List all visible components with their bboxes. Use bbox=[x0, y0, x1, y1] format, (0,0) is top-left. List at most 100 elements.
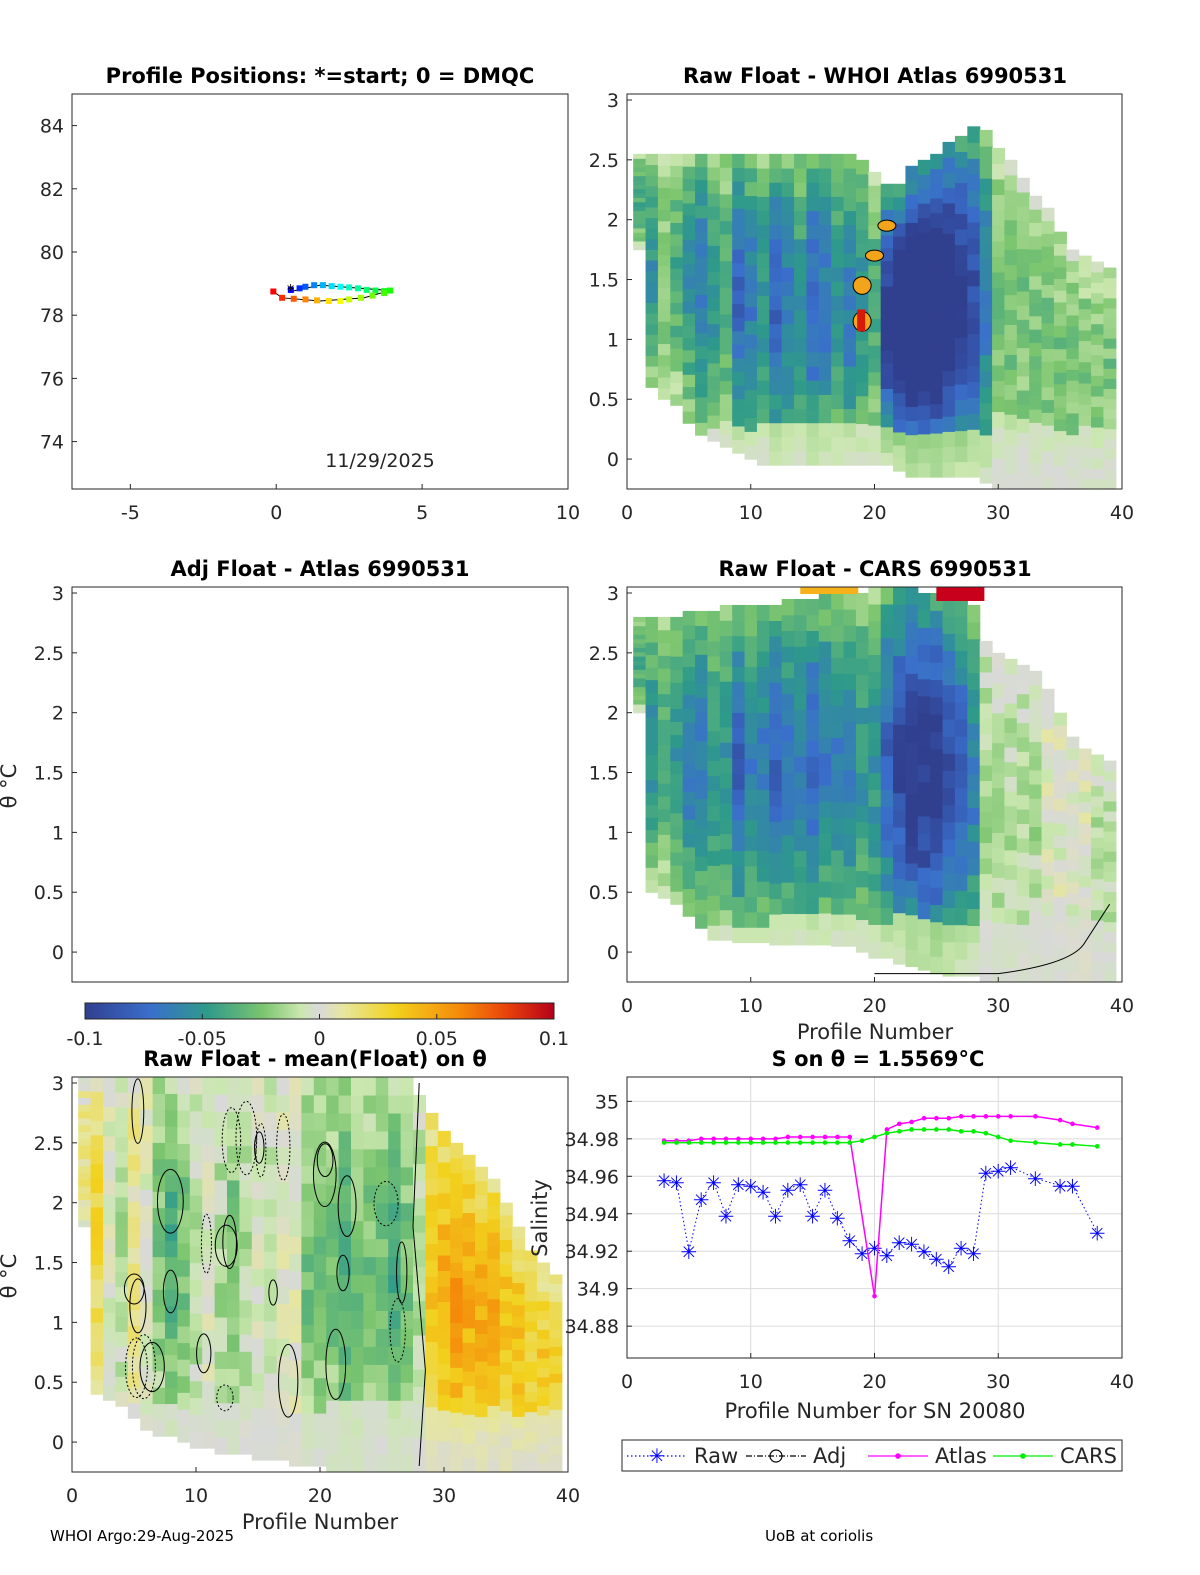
heatmap-cell bbox=[524, 1451, 538, 1463]
heatmap-cell bbox=[954, 838, 968, 857]
heatmap-cell bbox=[657, 668, 671, 682]
heatmap-cell bbox=[165, 1207, 178, 1225]
heatmap-cell bbox=[90, 1264, 104, 1280]
heatmap-cell bbox=[930, 315, 944, 331]
heatmap-cell bbox=[979, 671, 993, 688]
heatmap-cell bbox=[942, 753, 956, 771]
heatmap-cell bbox=[794, 351, 808, 367]
heatmap-cell bbox=[1029, 840, 1043, 856]
y-tick-label: 1 bbox=[52, 822, 64, 844]
heatmap-cell bbox=[818, 167, 832, 183]
heatmap-cell bbox=[979, 702, 993, 719]
heatmap-cell bbox=[103, 1312, 116, 1328]
heatmap-cell bbox=[954, 684, 968, 703]
heatmap-cell bbox=[670, 616, 684, 631]
heatmap-cell bbox=[992, 847, 1006, 863]
heatmap-cell bbox=[930, 921, 944, 940]
heatmap-cell bbox=[450, 1262, 464, 1279]
zero-contour bbox=[874, 903, 1111, 975]
heatmap-cell bbox=[512, 1282, 526, 1295]
heatmap-cell bbox=[239, 1248, 253, 1267]
heatmap-cell bbox=[695, 769, 709, 785]
anomaly-contour bbox=[156, 1168, 184, 1234]
heatmap-cell bbox=[657, 321, 671, 333]
heatmap-cell bbox=[769, 728, 783, 745]
heatmap-cell bbox=[831, 323, 845, 339]
heatmap-cell bbox=[202, 1077, 216, 1095]
heatmap-cell bbox=[769, 744, 783, 761]
heatmap-cell bbox=[670, 199, 684, 212]
series-point-cars bbox=[723, 1140, 729, 1145]
heatmap-cell bbox=[1004, 937, 1018, 954]
heatmap-cell bbox=[781, 422, 795, 438]
heatmap-cell bbox=[893, 672, 907, 691]
heatmap-cell bbox=[1004, 835, 1018, 851]
heatmap-cell bbox=[744, 620, 758, 637]
heatmap-cell bbox=[954, 804, 968, 823]
heatmap-cell bbox=[756, 773, 770, 790]
heatmap-cell bbox=[769, 196, 783, 212]
heatmap-cell bbox=[313, 1112, 327, 1131]
heatmap-cell bbox=[843, 167, 857, 183]
heatmap-cell bbox=[893, 809, 907, 828]
heatmap-cell bbox=[806, 771, 820, 789]
heatmap-cell bbox=[992, 194, 1006, 211]
y-tick-label: 34.9 bbox=[577, 1279, 619, 1301]
heatmap-cell bbox=[413, 1437, 426, 1456]
heatmap-cell bbox=[905, 914, 919, 933]
heatmap-cell bbox=[954, 430, 968, 447]
heatmap-cell bbox=[868, 398, 882, 413]
heatmap-cell bbox=[645, 616, 659, 631]
raw-point: ✳ bbox=[829, 1207, 846, 1231]
heatmap-cell bbox=[512, 1438, 526, 1451]
heatmap-cell bbox=[657, 343, 671, 356]
heatmap-cell bbox=[806, 881, 820, 899]
y-tick-label: 82 bbox=[40, 179, 64, 201]
heatmap-cell bbox=[1041, 928, 1055, 943]
heatmap-cell bbox=[264, 1268, 278, 1287]
heatmap-cell bbox=[301, 1289, 315, 1308]
heatmap-cell bbox=[930, 679, 944, 698]
heatmap-cell bbox=[781, 724, 795, 742]
heatmap-cell bbox=[954, 598, 968, 617]
heatmap-cell bbox=[1078, 939, 1092, 951]
series-point-cars bbox=[686, 1140, 692, 1145]
heatmap-cell bbox=[388, 1166, 402, 1186]
heatmap-cell bbox=[992, 426, 1006, 444]
heatmap-cell bbox=[1053, 372, 1067, 385]
heatmap-cell bbox=[633, 188, 647, 194]
series-point-cars bbox=[1057, 1142, 1063, 1147]
heatmap-cell bbox=[177, 1309, 191, 1327]
heatmap-cell bbox=[794, 866, 808, 883]
heatmap-cell bbox=[905, 828, 919, 847]
heatmap-cell bbox=[707, 375, 721, 390]
heatmap-cell bbox=[707, 910, 721, 926]
heatmap-cell bbox=[893, 724, 907, 742]
heatmap-cell bbox=[313, 1342, 327, 1361]
heatmap-cell bbox=[855, 919, 869, 937]
heatmap-cell bbox=[942, 355, 956, 371]
heatmap-cell bbox=[744, 865, 758, 882]
heatmap-cell bbox=[462, 1169, 476, 1185]
heatmap-cell bbox=[806, 929, 820, 946]
heatmap-cell bbox=[165, 1109, 178, 1127]
heatmap-cell bbox=[1066, 948, 1080, 961]
heatmap-cell bbox=[437, 1347, 451, 1365]
heatmap-cell bbox=[264, 1303, 278, 1322]
heatmap-cell bbox=[375, 1202, 389, 1222]
heatmap-cell bbox=[103, 1282, 116, 1298]
heatmap-cell bbox=[189, 1296, 203, 1314]
heatmap-cell bbox=[695, 294, 709, 308]
heatmap-cell bbox=[719, 833, 733, 850]
heatmap-cell bbox=[806, 281, 820, 296]
heatmap-cell bbox=[462, 1443, 476, 1459]
heatmap-cell bbox=[338, 1310, 352, 1329]
heatmap-cell bbox=[512, 1371, 526, 1384]
heatmap-cell bbox=[165, 1077, 178, 1094]
heatmap-cell bbox=[202, 1279, 216, 1297]
heatmap-cell bbox=[992, 318, 1006, 335]
heatmap-cell bbox=[1091, 416, 1105, 428]
heatmap-cell bbox=[670, 325, 684, 338]
anomaly-hotspot bbox=[936, 587, 985, 601]
series-point-atlas bbox=[909, 1119, 914, 1125]
